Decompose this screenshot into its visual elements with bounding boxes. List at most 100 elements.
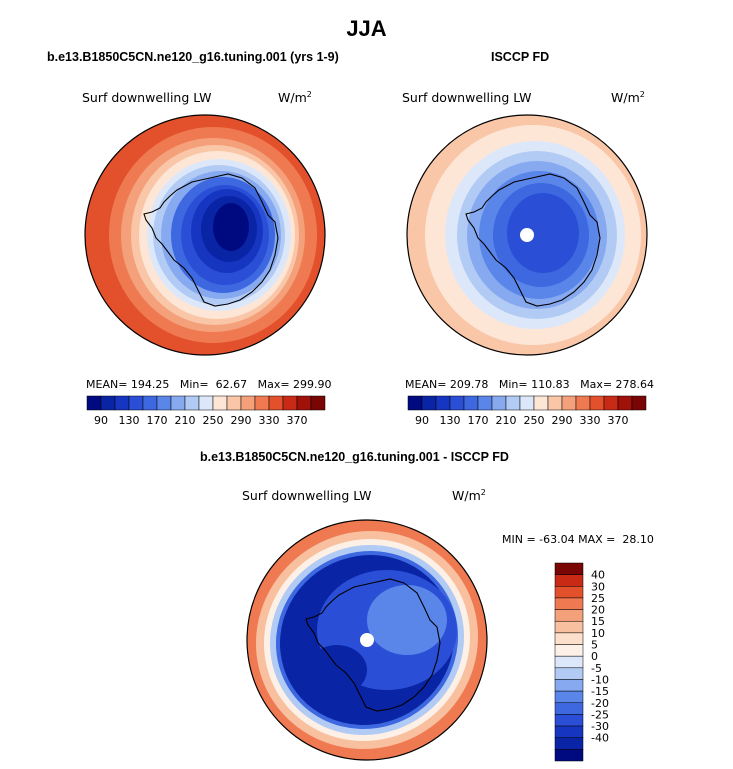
units-exponent: 2 <box>480 488 486 497</box>
contour-band <box>213 203 249 251</box>
colorbar-swatch <box>589 395 605 411</box>
colorbar-swatch <box>449 395 465 411</box>
colorbar-tick-label: 10 <box>591 627 605 640</box>
colorbar-tick-label: 20 <box>591 604 605 617</box>
colorbar-tick-label: 5 <box>591 639 598 652</box>
colorbar-tick-label: 210 <box>175 414 196 427</box>
pole-hole <box>520 228 534 242</box>
contour-fill-group <box>407 115 647 355</box>
contour-fill-group <box>247 520 487 760</box>
colorbar-swatch <box>554 609 584 622</box>
colorbar-swatch <box>554 644 584 657</box>
colorbar-tick-label: 330 <box>259 414 280 427</box>
colorbar-tick-label: 90 <box>94 414 108 427</box>
colorbar-swatch <box>198 395 214 411</box>
colorbar-swatch <box>554 737 584 750</box>
colorbar-swatch <box>296 395 312 411</box>
contour-band <box>307 645 367 695</box>
colorbar-swatch <box>240 395 256 411</box>
colorbar-tick-label: -40 <box>591 732 609 745</box>
colorbar-swatch <box>100 395 116 411</box>
colorbar-swatch <box>554 620 584 634</box>
colorbar-swatch <box>554 632 584 645</box>
colorbar-swatch <box>519 395 535 411</box>
panel-3-stats: MIN = -63.04 MAX = 28.10 <box>502 533 654 546</box>
colorbar-swatch <box>407 395 423 411</box>
colorbar-swatch <box>170 395 186 411</box>
colorbar-swatch <box>491 395 507 411</box>
units-exponent: 2 <box>639 90 645 99</box>
colorbar-tick-label: -30 <box>591 720 609 733</box>
units-text: W/m <box>611 90 640 106</box>
colorbar-swatch <box>575 395 591 411</box>
colorbar-swatch <box>310 395 326 411</box>
colorbar-tick-label: 250 <box>524 414 545 427</box>
colorbar-tick-label: 170 <box>147 414 168 427</box>
colorbar-tick-label: -15 <box>591 685 609 698</box>
model-map <box>84 114 326 356</box>
colorbar-swatch <box>184 395 200 411</box>
colorbar-tick-label: -25 <box>591 708 609 721</box>
panel-3-header: b.e13.B1850C5CN.ne120_g16.tuning.001 - I… <box>200 450 509 464</box>
colorbar-swatch <box>547 395 563 411</box>
colorbar-swatch <box>554 562 584 575</box>
colorbar-tick-label: 40 <box>591 569 605 582</box>
panel-1-units: W/m2 <box>278 90 312 105</box>
panel-3-field-label: Surf downwelling LW <box>242 488 372 503</box>
colorbar-swatch <box>114 395 130 411</box>
panel-2-units: W/m2 <box>611 90 645 105</box>
colorbar-swatch <box>554 749 584 762</box>
colorbar-tick-label: -20 <box>591 697 609 710</box>
colorbar-tick-label: 130 <box>119 414 140 427</box>
colorbar-swatch <box>603 395 619 411</box>
antarctica-coastline <box>465 173 601 307</box>
colorbar-tick-label: 210 <box>496 414 517 427</box>
colorbar-tick-label: 15 <box>591 615 605 628</box>
panel-2-colorbar: 90 130 170 210 250 290 330 370 <box>407 395 647 427</box>
colorbar-swatch <box>554 725 584 738</box>
colorbar-tick-label: 30 <box>591 580 605 593</box>
colorbar-swatch <box>477 395 493 411</box>
colorbar-tick-label: 330 <box>580 414 601 427</box>
colorbar-swatch <box>212 395 228 411</box>
units-text: W/m <box>452 488 481 504</box>
colorbar-tick-label: 290 <box>231 414 252 427</box>
colorbar-tick-label: -10 <box>591 673 609 686</box>
colorbar-swatch <box>533 395 549 411</box>
colorbar-swatch <box>505 395 521 411</box>
colorbar-tick-label: 25 <box>591 592 605 605</box>
observation-map <box>406 114 648 356</box>
colorbar-swatch <box>156 395 172 411</box>
colorbar-tick-label: 0 <box>591 650 598 663</box>
colorbar-swatch <box>421 395 437 411</box>
colorbar-tick-label: 250 <box>203 414 224 427</box>
pole-hole <box>360 633 374 647</box>
map-border <box>406 114 648 356</box>
colorbar-swatch <box>554 586 584 599</box>
contour-fill-group <box>85 115 325 355</box>
map-border <box>246 519 488 761</box>
figure-title: JJA <box>346 16 387 41</box>
colorbar-tick-label: 370 <box>287 414 308 427</box>
colorbar-swatch <box>463 395 479 411</box>
units-text: W/m <box>278 90 307 106</box>
colorbar-swatch <box>226 395 242 411</box>
colorbar-tick-label: 370 <box>608 414 629 427</box>
map-border <box>84 114 326 356</box>
colorbar-tick-label: 130 <box>440 414 461 427</box>
colorbar-swatch <box>128 395 144 411</box>
panel-3-units: W/m2 <box>452 488 486 503</box>
colorbar-tick-label: 90 <box>415 414 429 427</box>
colorbar-tick-label: 170 <box>468 414 489 427</box>
colorbar-swatch <box>554 714 584 727</box>
panel-1-colorbar: 90 130 170 210 250 290 330 370 <box>86 395 326 427</box>
colorbar-tick-label: 290 <box>552 414 573 427</box>
colorbar-swatch <box>142 395 158 411</box>
colorbar-swatch <box>554 690 584 704</box>
panel-2-header: ISCCP FD <box>491 50 550 64</box>
colorbar-swatch <box>554 679 584 692</box>
antarctica-coastline <box>143 173 279 307</box>
colorbar-swatch <box>554 597 584 610</box>
